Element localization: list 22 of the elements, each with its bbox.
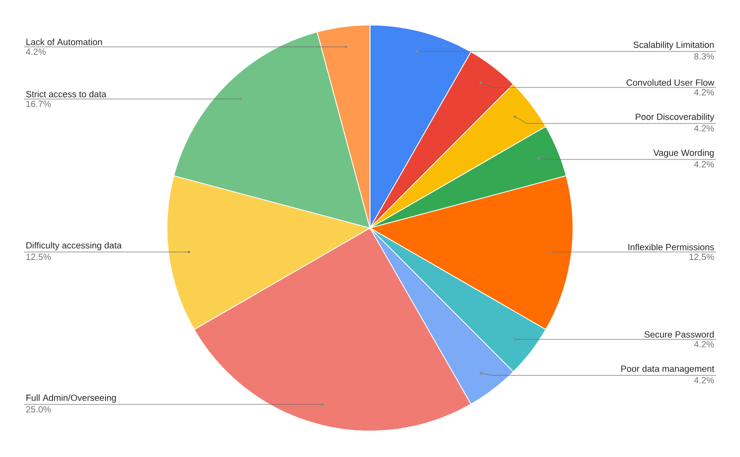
slice-label: Convoluted User Flow (626, 79, 714, 86)
slice-label: Poor Discoverability (636, 113, 714, 122)
slice-label: Scalability Limitation (633, 41, 714, 50)
slice-label: Full Admin/Overseeing (26, 394, 116, 403)
data-label: 16.7% (26, 100, 51, 108)
data-label: 4.2% (694, 341, 714, 348)
data-label: 4.2% (694, 161, 714, 168)
slice-label: Secure Password (644, 331, 714, 338)
slice-label: Lack of Automation (26, 38, 102, 46)
data-label: 4.2% (694, 89, 714, 96)
data-label: 25.0% (26, 406, 51, 412)
data-label: 4.2% (694, 377, 714, 384)
data-label: 12.5% (26, 254, 51, 260)
data-label: 4.2% (26, 48, 46, 55)
slice-label: Difficulty accessing data (26, 242, 122, 250)
slice-label: Poor data management (621, 365, 714, 374)
data-label: 8.3% (694, 53, 714, 60)
data-label: 12.5% (690, 254, 714, 260)
slice-label: Inflexible Permissions (628, 244, 714, 250)
slice-label: Vague Wording (653, 149, 714, 158)
slice-label: Strict access to data (26, 90, 106, 98)
data-label: 4.2% (694, 125, 714, 132)
